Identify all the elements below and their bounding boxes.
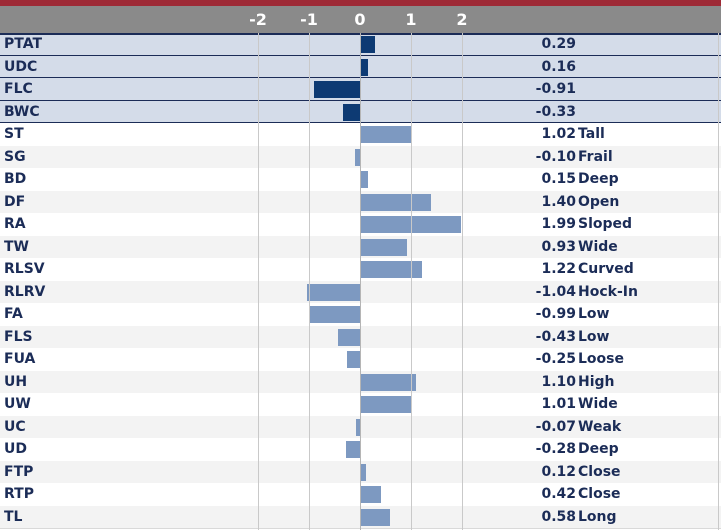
value-bar xyxy=(306,283,360,301)
value-bar xyxy=(345,441,360,459)
trait-label: UW xyxy=(4,396,31,412)
trait-label: UDC xyxy=(4,58,38,75)
value-bar xyxy=(309,306,360,324)
value-label: 0.12 xyxy=(541,463,576,480)
gridline xyxy=(462,33,463,530)
x-tick-label: 1 xyxy=(405,10,417,29)
x-tick-label: 0 xyxy=(354,10,366,29)
trait-descriptor: Wide xyxy=(578,238,618,255)
value-bar xyxy=(360,216,462,234)
right-border xyxy=(718,33,719,530)
trait-label: RA xyxy=(4,216,26,232)
trait-descriptor: Sloped xyxy=(578,216,633,232)
value-label: -0.33 xyxy=(535,103,576,120)
value-label: -0.07 xyxy=(535,418,576,435)
value-bar xyxy=(354,148,360,166)
value-bar xyxy=(356,418,360,436)
gridline xyxy=(360,33,361,530)
value-bar xyxy=(360,373,417,391)
trait-label: RTP xyxy=(4,486,34,502)
trait-label: DF xyxy=(4,193,26,210)
trait-descriptor: Frail xyxy=(578,148,613,165)
trait-descriptor: High xyxy=(578,373,615,390)
trait-descriptor: Deep xyxy=(578,441,619,457)
value-label: 0.93 xyxy=(541,238,576,255)
trait-descriptor: Hock-In xyxy=(578,283,638,300)
trait-label: BD xyxy=(4,171,27,187)
trait-label: UH xyxy=(4,373,28,390)
value-label: -0.10 xyxy=(535,148,576,165)
value-label: 0.15 xyxy=(541,171,576,187)
value-label: -0.25 xyxy=(535,351,576,367)
value-bar xyxy=(343,103,360,121)
value-label: 0.29 xyxy=(541,36,576,52)
value-bar xyxy=(360,396,412,414)
value-label: -1.04 xyxy=(535,283,576,300)
trait-label: ST xyxy=(4,126,24,142)
trait-descriptor: Close xyxy=(578,463,621,480)
trait-label: RLRV xyxy=(4,283,46,300)
x-tick-label: -2 xyxy=(249,10,267,29)
value-label: 1.10 xyxy=(541,373,576,390)
trait-descriptor: Wide xyxy=(578,396,618,412)
value-bar xyxy=(360,486,382,504)
value-bar xyxy=(360,261,423,279)
value-label: -0.28 xyxy=(535,441,576,457)
value-label: -0.91 xyxy=(535,81,576,97)
value-label: 1.22 xyxy=(541,261,576,277)
trait-label: FTP xyxy=(4,463,34,480)
value-bar xyxy=(360,171,368,189)
x-tick-label: -1 xyxy=(300,10,318,29)
value-bar xyxy=(360,126,413,144)
value-label: 0.42 xyxy=(541,486,576,502)
trait-label: FA xyxy=(4,306,23,322)
value-label: 0.58 xyxy=(541,508,576,525)
value-bar xyxy=(360,36,375,54)
trait-label: TW xyxy=(4,238,29,255)
value-label: 1.99 xyxy=(541,216,576,232)
axis-header: -2 -1 0 1 2 xyxy=(0,6,721,33)
trait-label: UC xyxy=(4,418,26,435)
trait-label: RLSV xyxy=(4,261,45,277)
trait-label: FUA xyxy=(4,351,36,367)
trait-descriptor: Deep xyxy=(578,171,619,187)
trait-descriptor: Low xyxy=(578,328,610,345)
trait-descriptor: Long xyxy=(578,508,617,525)
value-bar xyxy=(360,463,367,481)
trait-label: FLC xyxy=(4,81,33,97)
value-bar xyxy=(360,508,390,526)
trait-descriptor: Open xyxy=(578,193,620,210)
trait-descriptor: Low xyxy=(578,306,610,322)
value-bar xyxy=(360,238,408,256)
trait-descriptor: Loose xyxy=(578,351,624,367)
value-bar xyxy=(347,351,360,369)
value-label: 1.01 xyxy=(541,396,576,412)
value-bar xyxy=(360,58,369,76)
value-bar xyxy=(360,193,432,211)
trait-label: UD xyxy=(4,441,27,457)
x-tick-label: 2 xyxy=(456,10,468,29)
top-accent-bar xyxy=(0,0,721,6)
gridline xyxy=(258,33,259,530)
trait-descriptor: Weak xyxy=(578,418,622,435)
gridline xyxy=(411,33,412,530)
value-label: -0.99 xyxy=(535,306,576,322)
trait-descriptor: Tall xyxy=(578,126,605,142)
value-label: 0.16 xyxy=(541,58,576,75)
value-label: 1.02 xyxy=(541,126,576,142)
trait-label: TL xyxy=(4,508,23,525)
trait-descriptor: Curved xyxy=(578,261,634,277)
trait-label: SG xyxy=(4,148,26,165)
trait-descriptor: Close xyxy=(578,486,621,502)
trait-label: BWC xyxy=(4,103,40,120)
value-label: -0.43 xyxy=(535,328,576,345)
trait-label: FLS xyxy=(4,328,33,345)
value-bar xyxy=(338,328,360,346)
trait-label: PTAT xyxy=(4,36,43,52)
gridline xyxy=(309,33,310,530)
value-bar xyxy=(313,81,360,99)
value-label: 1.40 xyxy=(541,193,576,210)
